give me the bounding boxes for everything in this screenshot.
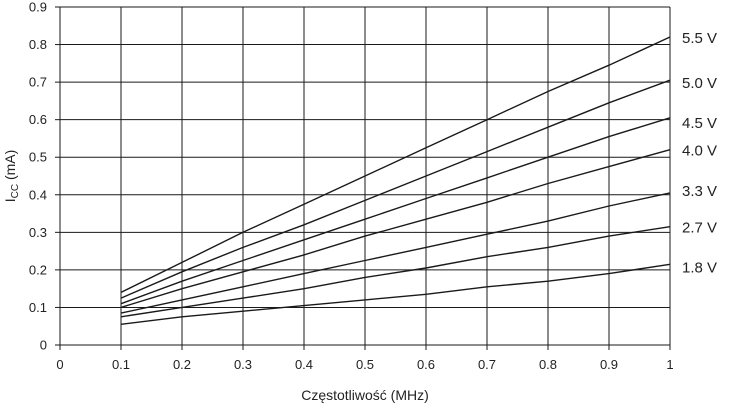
y-axis-title-main: I: [2, 198, 18, 202]
y-tick-label: 0.2: [29, 262, 47, 277]
series-label: 4.0 V: [682, 143, 717, 160]
x-tick-label: 0.8: [539, 357, 557, 372]
x-tick-label: 0.6: [417, 357, 435, 372]
grid: [55, 6, 671, 350]
y-tick-label: 0.9: [29, 0, 47, 15]
series-lines: [120, 36, 671, 325]
y-tick-label: 0.6: [29, 112, 47, 127]
x-tick-label: 0.5: [356, 357, 374, 372]
y-tick-label: 0.1: [29, 300, 47, 315]
x-tick-label: 0.3: [234, 357, 252, 372]
x-tick-label: 0.7: [478, 357, 496, 372]
series-label: 5.0 V: [682, 75, 717, 92]
y-tick-label: 0.5: [29, 150, 47, 165]
series-label: 3.3 V: [682, 183, 717, 200]
y-axis-title: ICC (mA): [2, 150, 21, 203]
y-tick-label: 0: [40, 338, 47, 353]
series-label: 5.5 V: [682, 30, 717, 47]
series-label: 2.7 V: [682, 220, 717, 237]
x-tick-label: 0.4: [295, 357, 313, 372]
x-tick-label: 0.1: [112, 357, 130, 372]
y-tick-label: 0.8: [29, 37, 47, 52]
x-axis-title: Częstotliwość (MHz): [301, 387, 429, 403]
y-axis-title-unit: (mA): [2, 150, 18, 184]
series-label: 1.8 V: [682, 259, 717, 276]
y-tick-label: 0.7: [29, 75, 47, 90]
series-line: [120, 263, 671, 325]
y-tick-label: 0.3: [29, 225, 47, 240]
y-axis-title-sub: CC: [10, 184, 21, 198]
x-tick-labels: 0 0.1 0.2 0.3 0.4 0.5 0.6 0.7 0.8 0.9 1: [56, 357, 673, 372]
series-line: [120, 36, 671, 294]
series-line: [120, 117, 671, 305]
y-tick-labels: 0 0.1 0.2 0.3 0.4 0.5 0.6 0.7 0.8 0.9: [29, 0, 47, 353]
series-line: [120, 79, 671, 299]
x-tick-label: 0: [56, 357, 63, 372]
series-labels: 5.5 V 5.0 V 4.5 V 4.0 V 3.3 V 2.7 V 1.8 V: [682, 30, 717, 276]
x-tick-label: 1: [666, 357, 673, 372]
series-line: [120, 226, 671, 318]
series-line: [120, 192, 671, 314]
series-label: 4.5 V: [682, 115, 717, 132]
y-tick-label: 0.4: [29, 187, 47, 202]
series-line: [120, 149, 671, 309]
x-tick-label: 0.9: [600, 357, 618, 372]
x-tick-label: 0.2: [173, 357, 191, 372]
